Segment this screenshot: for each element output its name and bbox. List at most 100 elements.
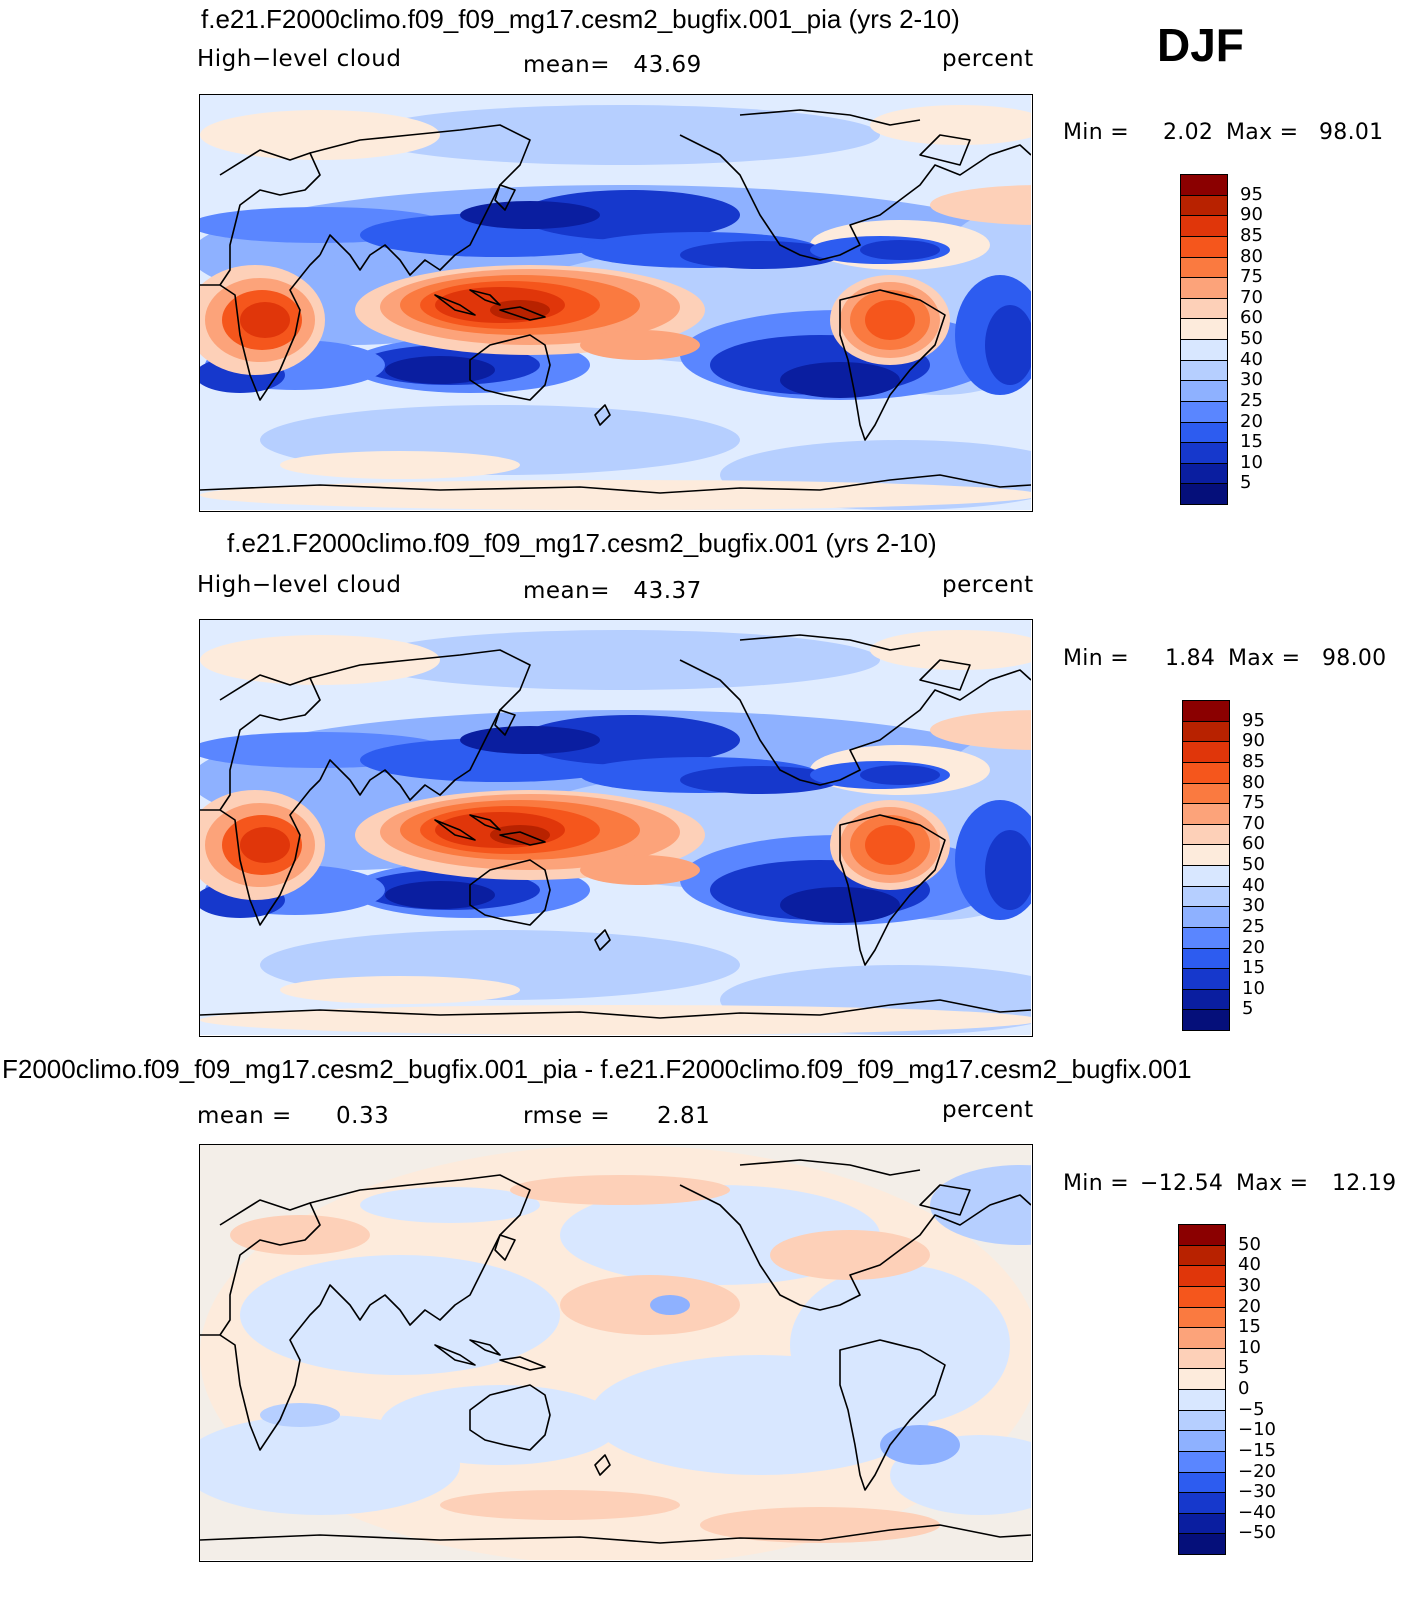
colorbar-swatch [1180,235,1228,258]
colorbar-label: 10 [1238,1336,1261,1358]
colorbar-label: 15 [1238,1316,1261,1338]
colorbar-swatch [1178,1389,1226,1411]
colorbar-label: 60 [1242,833,1265,855]
colorbar-label: 80 [1240,245,1263,267]
cloud-contour-region [360,105,880,165]
cloud-contour-region [360,1187,540,1223]
colorbar-label: 95 [1242,709,1265,731]
colorbar-swatch [1182,968,1230,990]
cloud-contour-region [985,305,1031,385]
coastline [499,1356,546,1371]
colorbar-label: −50 [1238,1522,1276,1544]
cloud-contour-region [460,201,600,229]
cloud-contour-region [985,830,1031,910]
coastline [499,831,546,846]
coastline [200,1524,1031,1544]
panel-3-rmse-label: rmse = [523,1103,611,1129]
coastline [739,634,921,651]
panel-1-units: percent [942,46,1034,72]
cloud-contour-region [780,887,900,923]
colorbar-swatch [1182,988,1230,1011]
colorbar-swatch [1182,720,1230,743]
coastline [309,124,531,276]
colorbar-label: 90 [1242,730,1265,752]
coastline [219,674,321,811]
colorbar-label: 75 [1240,266,1263,288]
colorbar-swatch [1178,1430,1226,1452]
colorbar-label: 20 [1240,410,1263,432]
panel-3-map [199,1144,1033,1562]
colorbar-swatch [1180,174,1228,196]
colorbar-label: −5 [1238,1398,1265,1420]
panel-2-max-label: Max = [1228,646,1301,671]
cloud-contour-region [280,976,520,1004]
panel-3-mean-label: mean = [197,1103,292,1129]
coastline [919,659,971,691]
coastline [594,929,611,951]
colorbar-swatch [1178,1409,1226,1432]
colorbar-label: 75 [1242,792,1265,814]
cloud-contour-region [240,302,290,338]
colorbar-swatch [1178,1368,1226,1390]
cloud-contour-region [200,480,1031,510]
cloud-contour-region [880,1425,960,1465]
cloud-contour-region [200,1005,1031,1035]
panel-2-min-value: 1.84 [1165,646,1216,671]
cloud-contour-region [360,630,880,690]
colorbar-label: −15 [1238,1439,1276,1461]
colorbar-swatch [1182,803,1230,825]
cloud-contour-region [870,105,1031,145]
colorbar-swatch [1178,1285,1226,1308]
cloud-contour-region [930,185,1031,225]
colorbar-swatch [1180,462,1228,485]
panel-1-colorbar: 95 90 85 80 75 70 60 50 40 30 25 20 15 10 5 [1180,174,1280,505]
panel-2-mean: mean= 43.37 [523,578,702,604]
colorbar-label: 40 [1242,874,1265,896]
colorbar-label: 0 [1238,1378,1250,1399]
colorbar-swatch [1180,421,1228,444]
colorbar-label: −20 [1238,1460,1276,1482]
coastline [594,1454,611,1476]
colorbar-swatch [1178,1224,1226,1246]
panel-3-min-value: −12.54 [1140,1171,1224,1196]
cloud-contour-region [385,356,495,384]
colorbar-swatch [1182,700,1230,722]
panel-2-min-label: Min = [1063,646,1129,671]
colorbar-label: 80 [1242,771,1265,793]
panel-2-max-value: 98.00 [1322,646,1387,671]
cloud-contour-region [580,855,700,885]
colorbar-swatch [1180,318,1228,340]
coastline [469,289,501,306]
cloud-contour-region [650,1295,690,1315]
coastline [839,289,946,441]
colorbar-swatch [1180,442,1228,464]
coastline [200,999,1031,1019]
colorbar-swatch [1182,865,1230,887]
coastline [679,659,1031,786]
cloud-contour-region [580,330,700,360]
cloud-contour-region [780,362,900,398]
cloud-contour-region [240,1255,560,1375]
panel-1-map [199,94,1033,512]
colorbar-label: 5 [1242,998,1254,1020]
colorbar-swatch [1182,885,1230,908]
panel-2-title: f.e21.F2000climo.f09_f09_mg17.cesm2_bugf… [227,528,937,558]
colorbar-swatch [1180,359,1228,382]
colorbar-swatch [1178,1450,1226,1473]
colorbar-label: 15 [1240,431,1263,453]
colorbar-label: 95 [1240,183,1263,205]
coastline [469,859,551,926]
cloud-contour-region [490,300,550,320]
panel-2-colorbar: 95 90 85 80 75 70 60 50 40 30 25 20 15 10 5 [1182,700,1282,1031]
colorbar-label: 20 [1242,936,1265,958]
cloud-contour-region [230,1215,370,1255]
coastline [219,1199,321,1336]
colorbar-label: 40 [1238,1254,1261,1276]
colorbar-label: 85 [1240,224,1263,246]
colorbar-swatch [1178,1492,1226,1514]
colorbar-swatch [1182,823,1230,846]
colorbar-swatch [1182,761,1230,784]
panel-3-max-value: 12.19 [1332,1171,1397,1196]
coastline [434,294,476,316]
cloud-contour-region [860,240,940,260]
